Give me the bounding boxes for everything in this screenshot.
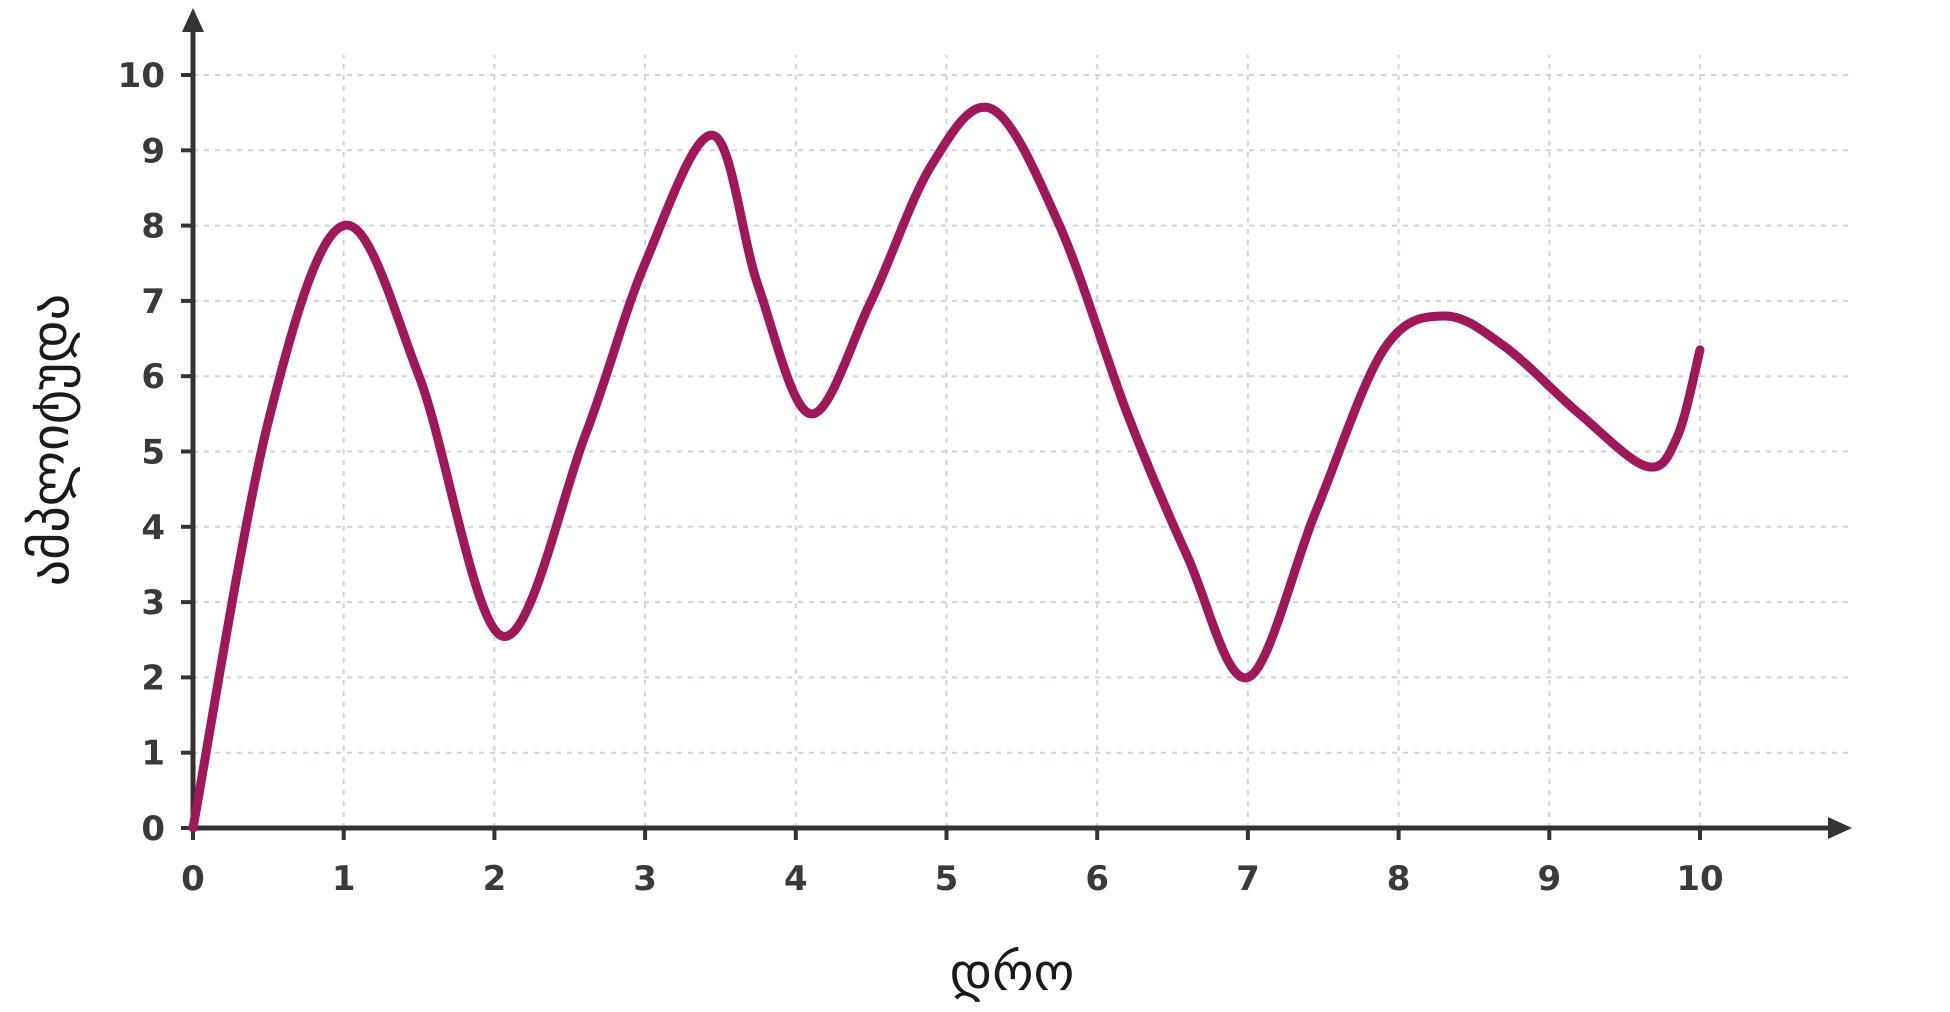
x-tick-label-4: 4: [784, 859, 808, 899]
y-axis-arrow-icon: [182, 8, 204, 32]
x-tick-label-1: 1: [332, 859, 356, 899]
y-tick-label-7: 7: [141, 282, 165, 322]
x-axis-title: დრო: [950, 943, 1075, 1003]
x-axis-arrow-icon: [1828, 817, 1852, 839]
y-tick-label-3: 3: [141, 583, 165, 623]
y-tick-label-8: 8: [141, 207, 165, 247]
y-tick-label-0: 0: [141, 809, 165, 849]
series-0: [188, 102, 1705, 833]
y-tick-label-9: 9: [141, 131, 165, 171]
series-layer: [188, 102, 1705, 833]
ticks: 0 1 2 3 4 5 6 7 8 9 10 0 1 2 3 4 5 6 7 8 9 10: [118, 56, 1724, 899]
series-line-0: [188, 102, 1705, 833]
y-tick-label-5: 5: [141, 433, 165, 473]
y-tick-label-10: 10: [118, 56, 165, 96]
axes: [182, 8, 1852, 839]
x-tick-label-2: 2: [483, 859, 507, 899]
x-tick-label-9: 9: [1537, 859, 1561, 899]
y-tick-label-4: 4: [141, 508, 165, 548]
y-tick-label-6: 6: [141, 357, 165, 397]
x-tick-label-6: 6: [1085, 859, 1109, 899]
grid: [193, 55, 1850, 828]
x-tick-label-7: 7: [1236, 859, 1260, 899]
y-axis-title: ამპლიტუდა: [21, 294, 81, 586]
y-tick-label-2: 2: [141, 658, 165, 698]
x-tick-label-5: 5: [935, 859, 959, 899]
x-tick-label-10: 10: [1676, 859, 1723, 899]
x-tick-label-8: 8: [1387, 859, 1411, 899]
x-tick-label-0: 0: [181, 859, 205, 899]
x-tick-label-3: 3: [633, 859, 657, 899]
y-tick-label-1: 1: [141, 734, 165, 774]
